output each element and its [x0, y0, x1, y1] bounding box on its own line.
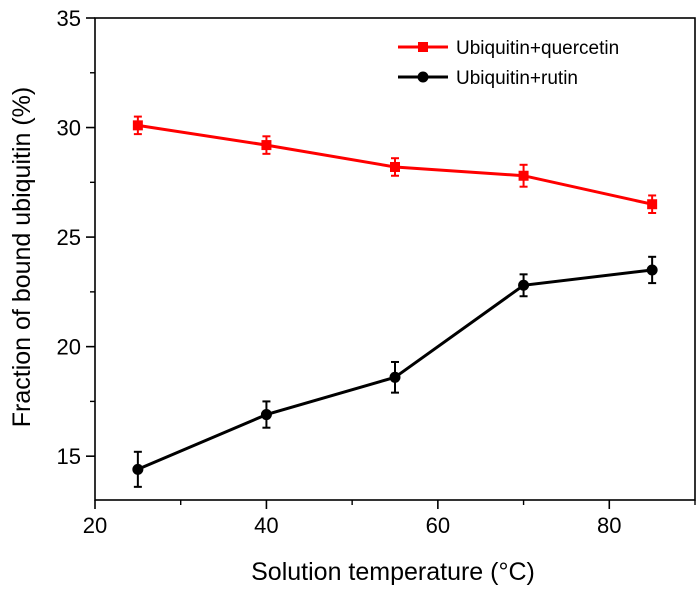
legend-label: Ubiquitin+quercetin	[456, 38, 619, 59]
legend: Ubiquitin+quercetin Ubiquitin+rutin	[398, 38, 619, 89]
data-point	[647, 199, 658, 210]
x-axis-label: Solution temperature (°C)	[251, 558, 535, 586]
y-tick-label: 35	[57, 6, 81, 31]
data-point	[132, 463, 144, 475]
series-2	[132, 255, 658, 488]
data-point	[646, 264, 658, 276]
x-tick-label: 20	[83, 513, 107, 538]
data-point	[389, 371, 401, 383]
y-tick-label: 15	[57, 444, 81, 469]
series-1	[132, 115, 658, 214]
x-tick-label: 60	[426, 513, 450, 538]
y-tick-label: 20	[57, 335, 81, 360]
data-point	[261, 140, 272, 151]
x-axis: 20 40 60 80	[83, 500, 696, 538]
data-point	[518, 279, 530, 291]
legend-item-1: Ubiquitin+quercetin	[398, 38, 619, 59]
data-point	[260, 409, 272, 421]
plot-frame	[94, 17, 696, 501]
legend-label: Ubiquitin+rutin	[456, 68, 578, 89]
plot-border	[94, 17, 696, 501]
series-layer	[132, 115, 658, 488]
y-tick-label: 25	[57, 225, 81, 250]
y-axis-label: Fraction of bound ubiquitin (%)	[8, 87, 36, 427]
y-axis: 15 20 25 30 35	[57, 6, 95, 469]
x-tick-label: 80	[597, 513, 621, 538]
data-point	[132, 120, 143, 131]
data-point	[390, 161, 400, 172]
data-point	[518, 170, 529, 181]
y-tick-label: 30	[57, 116, 81, 141]
legend-item-2: Ubiquitin+rutin	[398, 68, 578, 89]
x-tick-label: 40	[254, 513, 278, 538]
legend-marker	[417, 71, 429, 83]
legend-marker	[418, 42, 428, 52]
